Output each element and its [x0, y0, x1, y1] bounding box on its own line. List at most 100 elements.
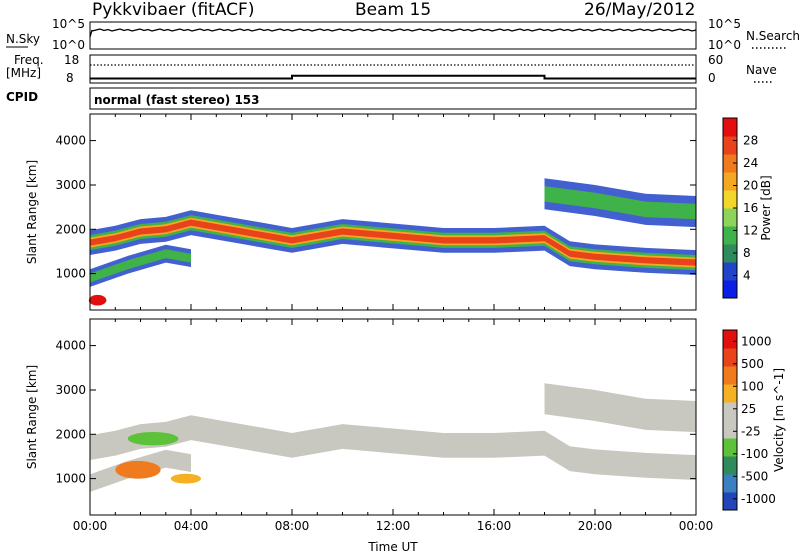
velocity-colorbar-bin — [723, 492, 737, 511]
velocity-patch-1 — [170, 473, 201, 484]
freq-trace — [90, 74, 696, 80]
velocity-colorbar-label: Velocity [m s^-1] — [772, 368, 786, 472]
velocity-ytick-label: 3000 — [55, 383, 86, 397]
velocity-colorbar-bin — [723, 348, 737, 367]
radar-title: Pykkvibaer (fitACF) — [92, 0, 254, 20]
freq-unit-label: [MHz] — [6, 66, 41, 80]
velocity-colorbar-tick-label: 500 — [741, 357, 764, 371]
freq-frame — [89, 54, 697, 84]
velocity-colorbar-bin — [723, 474, 737, 493]
power-x-axis — [89, 114, 697, 310]
velocity-colorbar-tick-label: -1000 — [741, 492, 776, 506]
power-colorbar-bin — [723, 280, 737, 299]
velocity-xtick-label: 04:00 — [174, 519, 209, 533]
velocity-patch-2 — [127, 432, 179, 446]
velocity-colorbar-bin — [723, 420, 737, 439]
velocity-xtick-label: 08:00 — [275, 519, 310, 533]
power-colorbar-bin — [723, 154, 737, 173]
power-colorbar-bin — [723, 118, 737, 137]
velocity-ytick-label: 4000 — [55, 339, 86, 353]
power-y-axis-label: Slant Range [km] — [25, 160, 39, 264]
nsky-tick-low-right: 10^0 — [708, 38, 741, 52]
x-axis-label: Time UT — [367, 540, 418, 554]
power-ytick-label: 4000 — [55, 134, 86, 148]
velocity-colorbar: 1000 500 100 25 -25 -100 -500 -1000 Velocity [m… — [722, 329, 786, 511]
velocity-band-outer-2 — [544, 383, 696, 433]
power-colorbar-tick-label: 4 — [743, 269, 751, 283]
nsky-frame — [89, 21, 697, 50]
velocity-colorbar-tick-label: -100 — [741, 447, 768, 461]
power-ytick-label: 1000 — [55, 267, 86, 281]
velocity-xtick-label: 00:00 — [679, 519, 714, 533]
power-colorbar-bin — [723, 172, 737, 191]
power-y-axis: 1000 2000 3000 4000 — [55, 134, 696, 281]
power-colorbar-label: Power [dB] — [759, 175, 773, 240]
power-colorbar-tick-label: 12 — [743, 224, 758, 238]
velocity-colorbar-frame — [722, 329, 738, 511]
date-label: 26/May/2012 — [584, 0, 696, 20]
power-panel: 1000 2000 3000 4000 Slant Range [km] — [25, 113, 697, 311]
velocity-xtick-label: 12:00 — [376, 519, 411, 533]
power-band-mid-2 — [544, 186, 696, 220]
velocity-colorbar-ticks: 1000 500 100 25 -25 -100 -500 -1000 — [733, 334, 776, 506]
nsky-tick-high-right: 10^5 — [708, 17, 741, 31]
nave-tick-high: 60 — [708, 53, 723, 67]
cpid-text: normal (fast stereo) 153 — [94, 93, 260, 107]
beam-label: Beam 15 — [355, 0, 431, 20]
velocity-colorbar-bin — [723, 402, 737, 421]
velocity-ytick-label: 2000 — [55, 427, 86, 441]
cpid-label: CPID — [6, 90, 38, 104]
velocity-colorbar-bin — [723, 456, 737, 475]
power-colorbar-bin — [723, 226, 737, 245]
freq-tick-high: 18 — [64, 53, 79, 67]
power-colorbar-tick-label: 20 — [743, 179, 758, 193]
nsky-panel: N.Sky 10^5 10^0 10^5 10^0 N.Search — [6, 17, 800, 52]
nsky-trace — [89, 28, 697, 38]
velocity-band-outer-0 — [90, 415, 696, 480]
velocity-colorbar-tick-label: -500 — [741, 469, 768, 483]
velocity-colorbar-bin — [723, 330, 737, 349]
power-colorbar-tick-label: 8 — [743, 246, 751, 260]
nsky-tick-low-left: 10^0 — [52, 38, 85, 52]
power-colorbar-tick-label: 28 — [743, 134, 758, 148]
velocity-xtick-label: 20:00 — [578, 519, 613, 533]
nsky-tick-high-left: 10^5 — [52, 17, 85, 31]
velocity-ytick-label: 1000 — [55, 472, 86, 486]
power-band-mid-1 — [90, 249, 191, 283]
velocity-colorbar-bin — [723, 438, 737, 457]
nsearch-label: N.Search — [746, 29, 800, 43]
power-colorbar-tick-label: 24 — [743, 156, 758, 170]
power-colorbar-bin — [723, 136, 737, 155]
velocity-colorbar-tick-label: 100 — [741, 379, 764, 393]
nave-label: Nave — [746, 63, 777, 77]
velocity-x-axis: 00:00 04:00 08:00 12:00 16:00 20:00 00:00 — [73, 319, 714, 533]
power-colorbar-bin — [723, 208, 737, 227]
freq-tick-low: 8 — [66, 71, 74, 85]
velocity-colorbar-tick-label: 25 — [741, 402, 756, 416]
freq-label: Freq. — [14, 53, 44, 67]
power-colorbar: 4 8 12 16 20 24 28 Power [dB] — [722, 117, 773, 299]
velocity-colorbar-bin — [723, 384, 737, 403]
power-colorbar-bin — [723, 190, 737, 209]
velocity-colorbar-tick-label: -25 — [741, 424, 761, 438]
power-colorbar-bin — [723, 244, 737, 263]
velocity-y-axis-label: Slant Range [km] — [25, 365, 39, 469]
power-colorbar-ticks: 4 8 12 16 20 24 28 — [733, 134, 758, 283]
power-ytick-label: 3000 — [55, 178, 86, 192]
cpid-frame — [89, 87, 697, 110]
power-colorbar-bin — [723, 262, 737, 281]
velocity-colorbar-tick-label: 1000 — [741, 334, 772, 348]
velocity-colorbar-bin — [723, 366, 737, 385]
nsky-label: N.Sky — [6, 32, 40, 46]
nave-tick-low: 0 — [708, 71, 716, 85]
power-ytick-label: 2000 — [55, 222, 86, 236]
power-data-layer — [88, 178, 696, 306]
power-patch-0 — [88, 294, 107, 306]
freq-panel: Freq. [MHz] 18 8 60 0 Nave — [6, 53, 777, 85]
velocity-patch-0 — [115, 460, 161, 479]
power-band-core-0 — [90, 219, 696, 266]
velocity-data-layer — [90, 383, 696, 492]
velocity-colorbar-bins — [723, 330, 737, 511]
velocity-xtick-label: 16:00 — [477, 519, 512, 533]
